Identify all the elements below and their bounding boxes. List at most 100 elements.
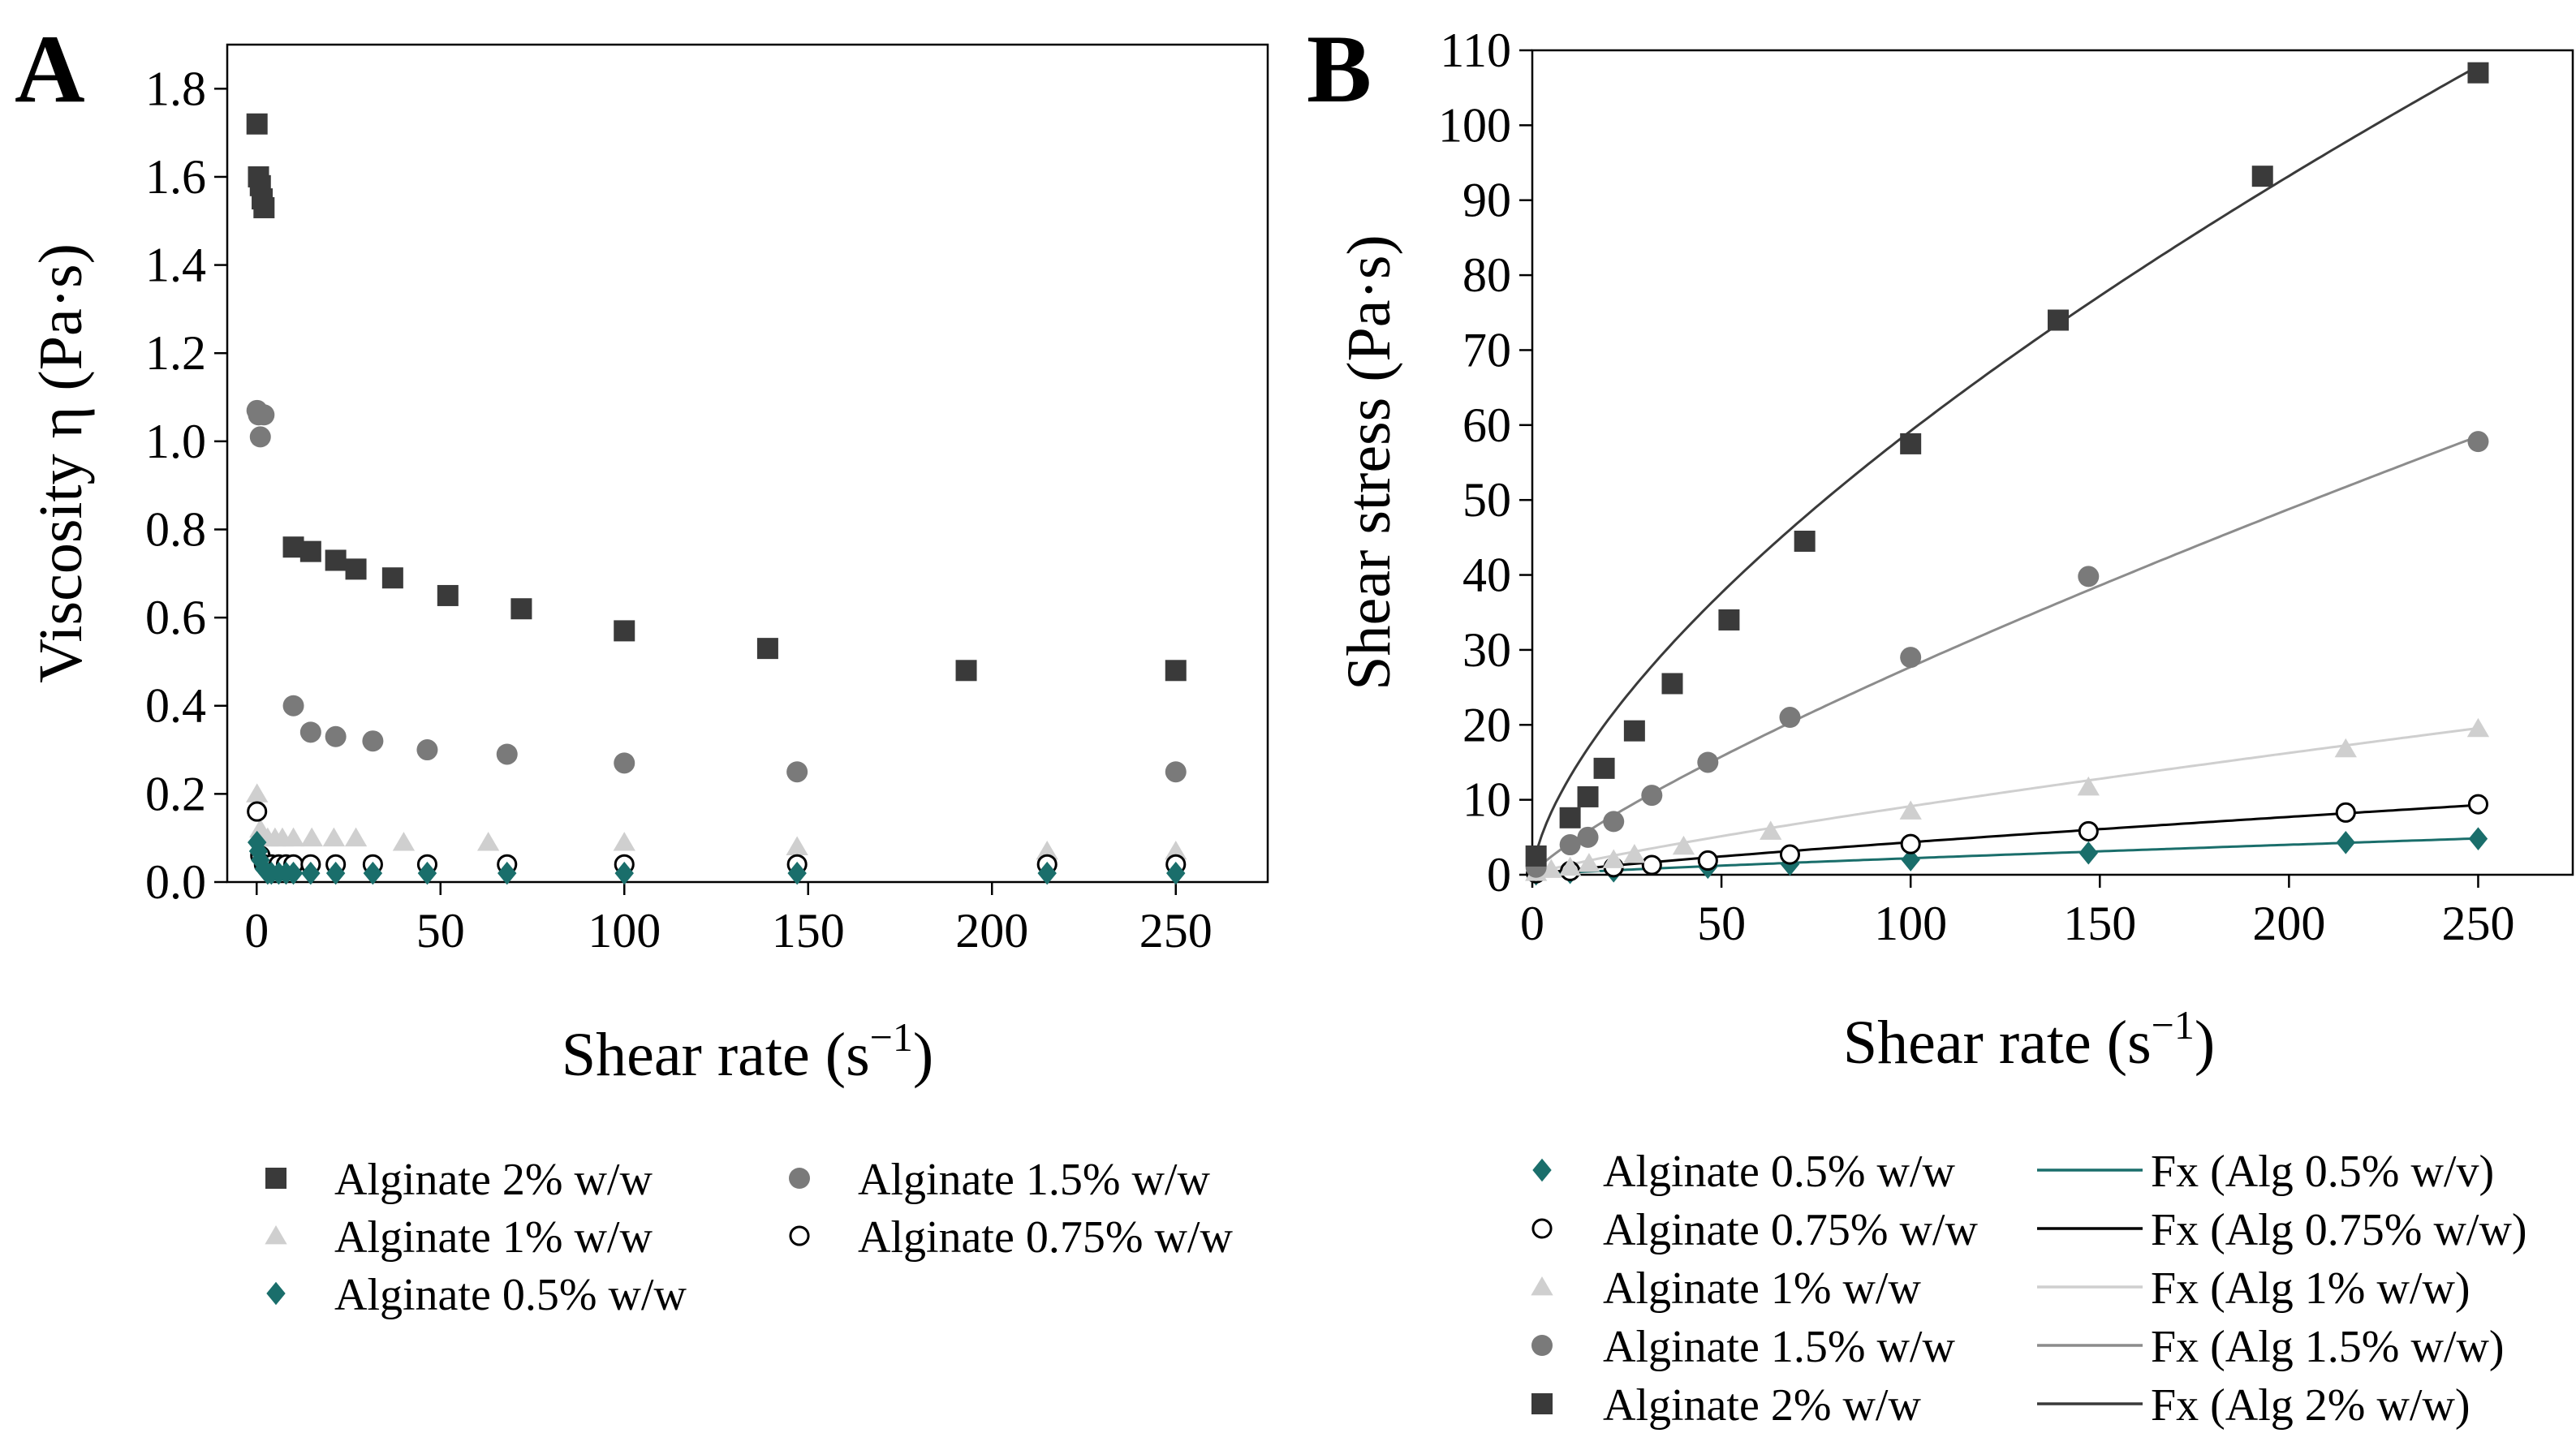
panel-a-point <box>510 598 532 620</box>
panel-a-legend-label: Alginate 1.5% w/w <box>858 1155 1210 1205</box>
panel-a-series-alginate-1-w-w <box>246 783 1187 860</box>
panel-b-y-tick-label: 100 <box>1438 98 1511 152</box>
panel-b-legend-fit-label: Fx (Alg 2% w/w) <box>2151 1380 2470 1431</box>
panel-b-series-alginate-2-w-w <box>1525 62 2489 867</box>
panel-b-x-tick-label: 50 <box>1697 897 1746 950</box>
panel-a-y-tick-label: 0.6 <box>145 591 206 644</box>
panel-a-x-tick-label: 100 <box>588 904 661 958</box>
panel-b-x-tick-label: 100 <box>1874 897 1947 950</box>
panel-a-point <box>1165 840 1187 860</box>
panel-b-legend-label: Alginate 2% w/w <box>1603 1380 1921 1431</box>
panel-b-point <box>2251 166 2273 187</box>
panel-b-point <box>1760 820 1782 840</box>
panel-a-ticks: 0 50 100 150 200 250 0.0 0.2 0.4 0.6 0.8 1.0 1.2 1.4 1… <box>145 62 1213 958</box>
panel-a-point <box>246 783 269 803</box>
panel-b-point <box>2467 62 2489 84</box>
panel-a-x-tick-label: 150 <box>772 904 845 958</box>
panel-a-point <box>325 861 346 885</box>
panel-b-point <box>2468 827 2488 850</box>
panel-a-point <box>362 730 384 752</box>
panel-b-legend-label: Alginate 0.5% w/w <box>1603 1147 1955 1197</box>
panel-a-point <box>614 861 634 885</box>
panel-a-point <box>614 752 635 774</box>
panel-b-y-tick-label: 20 <box>1462 698 1511 751</box>
panel-a-legend-marker <box>265 1225 287 1245</box>
panel-a-legend-marker <box>265 1168 286 1189</box>
panel-b-x-tick-label: 0 <box>1520 897 1544 950</box>
panel-b-point <box>1900 833 1921 854</box>
panel-a-x-axis-label: Shear rate (s−1) <box>562 1014 933 1089</box>
panel-a-legend-label: Alginate 1% w/w <box>334 1212 653 1263</box>
panel-b-legend-marker <box>1531 1393 1553 1414</box>
panel-b-point <box>2336 830 2355 854</box>
panel-b-point <box>1559 807 1581 828</box>
panel-a-y-tick-label: 1.4 <box>145 239 206 292</box>
panel-b-point <box>1794 530 1816 552</box>
panel-a-point <box>416 739 438 761</box>
panel-b-point <box>1779 707 1801 729</box>
panel-a-point <box>344 827 368 847</box>
panel-b-legend-marker <box>1531 1218 1553 1239</box>
panel-a-y-tick-label: 1.2 <box>145 326 206 380</box>
panel-a-point <box>786 761 808 783</box>
panel-b-x-axis-label-end: ) <box>2195 1009 2215 1077</box>
panel-a-point <box>283 861 304 885</box>
panel-b-point <box>1603 811 1625 833</box>
panel-b-point <box>1697 850 1718 871</box>
panel-b-legend-fit-label: Fx (Alg 1.5% w/w) <box>2151 1322 2505 1372</box>
panel-a-x-tick-label: 0 <box>244 904 269 958</box>
panel-b-point <box>1779 844 1801 865</box>
panel-b-series-alginate-1-5-w-w <box>1525 431 2489 878</box>
panel-b-series-alginate-0-75-w-w <box>1526 794 2489 884</box>
panel-a-point <box>299 540 321 562</box>
panel-b-x-tick-label: 200 <box>2252 897 2325 950</box>
panel-b-point <box>1899 800 1922 820</box>
panel-b-fit-line-fx-alg-1-w-w <box>1531 726 2479 876</box>
panel-a-point <box>1037 861 1057 885</box>
panel-b-series-alginate-1-w-w <box>1525 717 2490 881</box>
panel-a-point <box>282 827 305 847</box>
panel-a-point <box>1036 840 1058 860</box>
panel-a-legend-marker <box>789 1168 810 1189</box>
panel-b-x-tick-label: 250 <box>2441 897 2514 950</box>
panel-b-legend: Alginate 0.5% w/w Fx (Alg 0.5% w/v) Algina… <box>1531 1147 2527 1431</box>
panel-a-legend-label: Alginate 2% w/w <box>334 1155 653 1205</box>
panel-b-point <box>1900 433 1922 454</box>
panel-a-point <box>498 861 517 885</box>
panel-b-x-axis-label: Shear rate (s−1) <box>1843 1002 2215 1077</box>
panel-b-legend-marker <box>1531 1335 1553 1356</box>
panel-a-point <box>299 721 321 743</box>
panel-a-point <box>955 660 977 682</box>
panel-b-point <box>1578 853 1600 872</box>
panel-b-point <box>2467 431 2489 453</box>
panel-a-point <box>246 113 268 135</box>
panel-a-point <box>437 584 459 606</box>
panel-b-point <box>1525 845 1547 867</box>
panel-b-point <box>1672 835 1695 855</box>
panel-a-point <box>1165 761 1187 783</box>
panel-b-y-tick-label: 60 <box>1462 398 1511 452</box>
panel-b-chart: B 0 50 100 150 200 250 0 10 20 30 40 50 60 70 80 90 100 1… <box>1307 15 2574 1431</box>
panel-b-y-tick-label: 70 <box>1462 323 1511 377</box>
panel-a-x-tick-label: 50 <box>416 904 465 958</box>
panel-a-point <box>300 827 323 847</box>
panel-b-point <box>2467 794 2489 815</box>
panel-a-series-alginate-1-5-w-w <box>246 399 1187 783</box>
panel-a-y-tick-label: 1.0 <box>145 415 206 468</box>
panel-b-y-tick-label: 90 <box>1462 174 1511 227</box>
panel-b-point <box>1623 844 1646 863</box>
panel-a-point <box>756 638 778 660</box>
panel-a-x-axis-label-end: ) <box>913 1021 933 1089</box>
panel-b-point <box>1661 673 1683 695</box>
panel-a-point <box>363 861 383 885</box>
panel-b-marks <box>1525 62 2490 886</box>
panel-a-point <box>253 404 275 426</box>
panel-a-marks <box>246 113 1187 885</box>
panel-a-y-tick-label: 0.8 <box>145 502 206 556</box>
panel-b-x-axis-label-sup: −1 <box>2152 1002 2195 1048</box>
panel-b-legend-marker <box>1531 1276 1553 1296</box>
panel-b-y-tick-label: 0 <box>1487 848 1511 902</box>
panel-b-point <box>1641 785 1663 807</box>
panel-b-label: B <box>1307 15 1372 123</box>
panel-a-x-axis-label-sup: −1 <box>870 1014 913 1060</box>
